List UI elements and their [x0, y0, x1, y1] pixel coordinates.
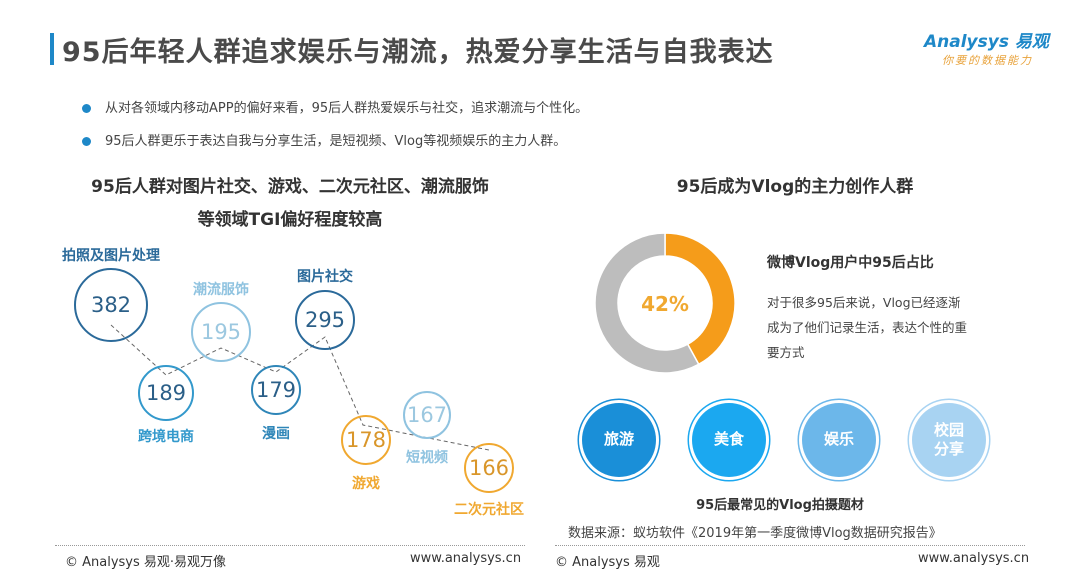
bubble-6: 167 [403, 391, 451, 439]
left-heading-1: 95后人群对图片社交、游戏、二次元社区、潮流服饰 [91, 177, 489, 197]
page-title: 95后年轻人群追求娱乐与潮流，热爱分享生活与自我表达 [62, 37, 774, 68]
bullet-dot-icon [82, 104, 91, 113]
donut-center-label: 42% [641, 292, 689, 316]
footer-copyright-right: © Analysys 易观 [555, 555, 660, 570]
bullet-1: 从对各领域内移动APP的偏好来看，95后人群热爱娱乐与社交，追求潮流与个性化。 [82, 97, 588, 116]
bullet-text: 从对各领域内移动APP的偏好来看，95后人群热爱娱乐与社交，追求潮流与个性化。 [105, 101, 589, 116]
bubble-label: 潮流服饰 [193, 282, 249, 298]
bubble-0: 382 [74, 268, 148, 342]
donut-slice-1 [594, 232, 700, 374]
bullet-text: 95后人群更乐于表达自我与分享生活，是短视频、Vlog等视频娱乐的主力人群。 [105, 134, 567, 149]
footer-copyright-left: © Analysys 易观·易观万像 [65, 555, 227, 570]
source-note: 数据来源：蚁坊软件《2019年第一季度微博Vlog数据研究报告》 [568, 526, 942, 541]
footer-divider-left [55, 545, 525, 546]
bullet-dot-icon [82, 137, 91, 146]
bubble-2: 195 [191, 302, 251, 362]
left-heading-2: 等领域TGI偏好程度较高 [197, 210, 383, 230]
bubble-5: 178 [341, 415, 391, 465]
logo: Analysys 易观 你要的数据能力 [924, 27, 1054, 68]
donut-title: 微博Vlog用户中95后占比 [767, 255, 934, 271]
bubble-3: 179 [251, 365, 301, 415]
bubble-label: 拍照及图片处理 [62, 248, 160, 264]
bubble-label: 短视频 [406, 450, 448, 466]
donut-slice-0 [664, 232, 736, 366]
topic-circle: 校园分享 [912, 403, 986, 477]
bullet-2: 95后人群更乐于表达自我与分享生活，是短视频、Vlog等视频娱乐的主力人群。 [82, 130, 566, 149]
bubble-label: 图片社交 [297, 269, 353, 285]
bubble-4: 295 [295, 290, 355, 350]
bubble-label: 二次元社区 [454, 502, 524, 518]
footer-url-right[interactable]: www.analysys.cn [918, 551, 1030, 566]
right-heading: 95后成为Vlog的主力创作人群 [676, 177, 914, 197]
footer-divider-right [555, 545, 1025, 546]
topics-caption: 95后最常见的Vlog拍摄题材 [696, 498, 864, 513]
logo-slogan: 你要的数据能力 [942, 54, 1033, 67]
bubble-7: 166 [464, 443, 514, 493]
bubble-label: 游戏 [352, 476, 380, 492]
donut-chart: 42% [594, 232, 736, 374]
topic-circle: 美食 [692, 403, 766, 477]
logo-brand: Analysys 易观 [924, 32, 1049, 52]
topic-circle: 娱乐 [802, 403, 876, 477]
donut-description: 对于很多95后来说，Vlog已经逐渐成为了他们记录生活，表达个性的重要方式 [767, 295, 968, 360]
footer-url-left[interactable]: www.analysys.cn [410, 551, 522, 566]
title-accent-bar [50, 33, 54, 65]
bubble-label: 漫画 [262, 426, 290, 442]
bubble-label: 跨境电商 [138, 429, 194, 445]
topic-circle: 旅游 [582, 403, 656, 477]
bubble-1: 189 [138, 365, 194, 421]
